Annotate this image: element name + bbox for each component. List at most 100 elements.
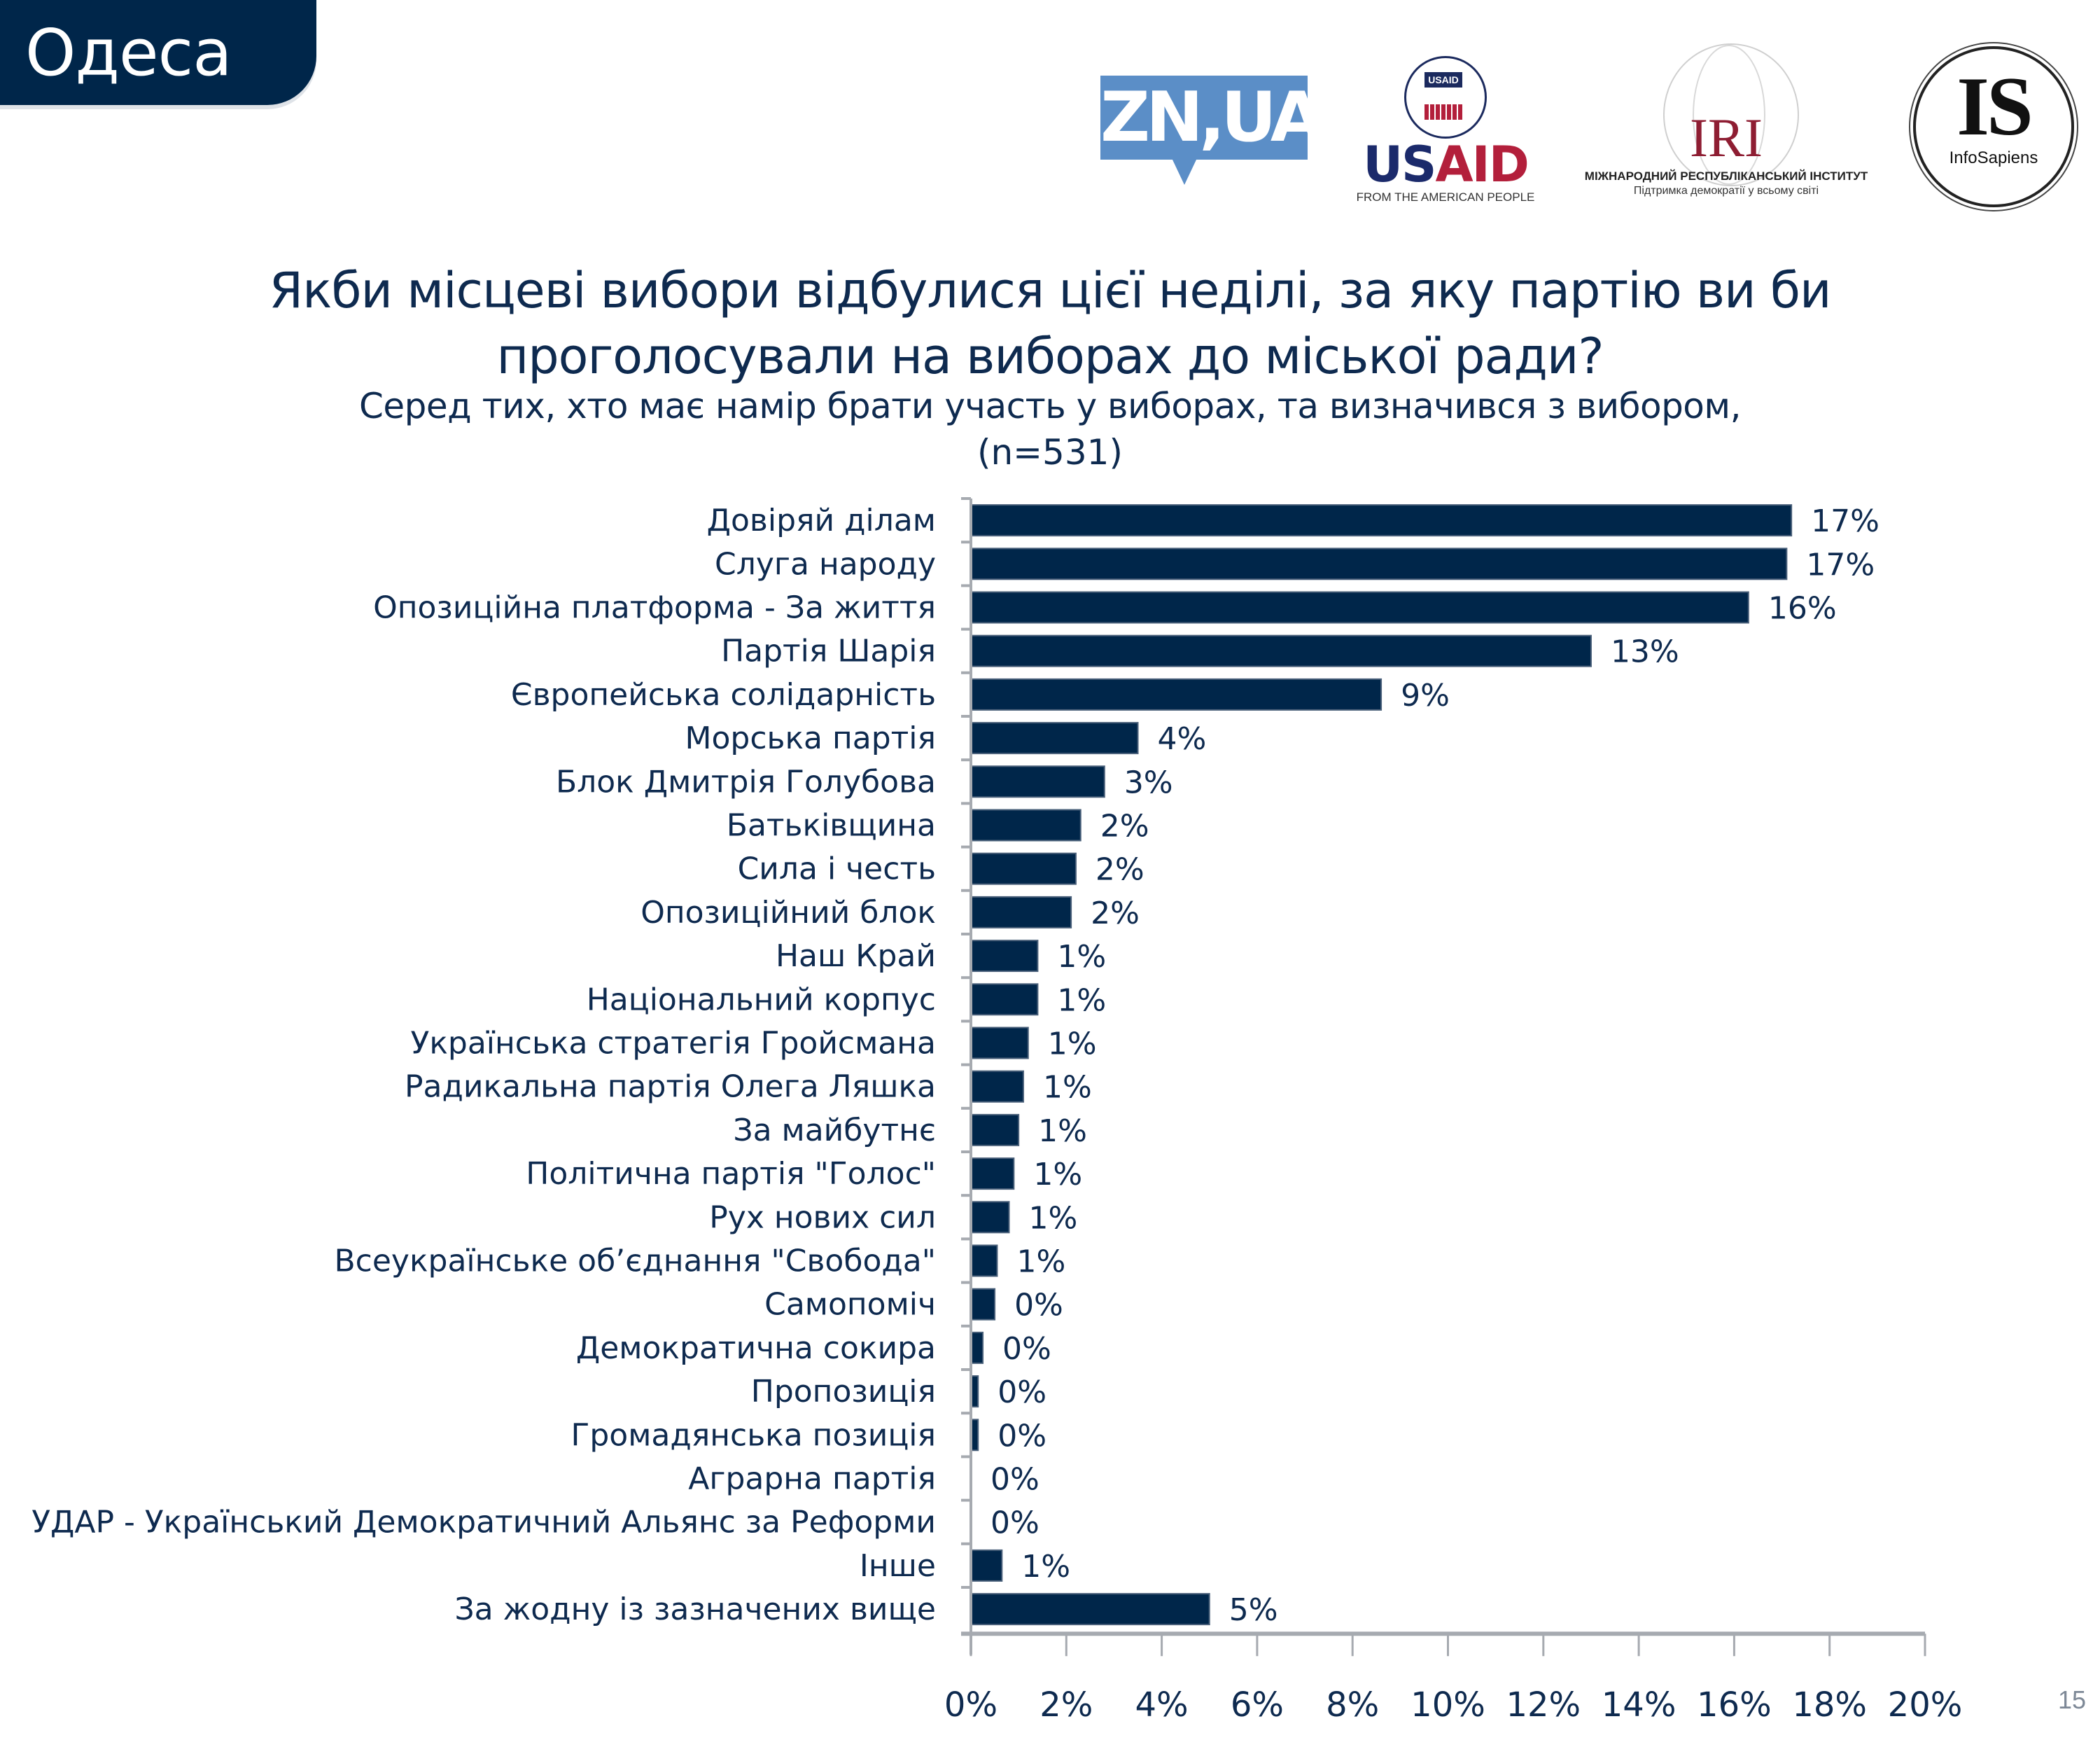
bar [970,591,1749,624]
category-label: Політична партія "Голос" [526,1156,936,1192]
data-label: 1% [1048,1026,1097,1062]
x-tick-label: 4% [1135,1685,1189,1722]
bar [970,1026,1029,1059]
bar [970,1113,1020,1146]
data-label: 0% [1014,1288,1063,1323]
category-label: Всеукраїнське об’єднання "Свобода" [334,1244,936,1279]
category-label: Національний корпус [587,982,936,1017]
usaid-aid: AID [1435,136,1529,193]
data-label: 13% [1611,634,1679,670]
x-tick-label: 16% [1697,1685,1772,1722]
chart-subtitle: Серед тих, хто має намір брати участь у … [358,386,1742,426]
category-label: За майбутнє [733,1113,936,1148]
category-label: Морська партія [685,721,936,756]
usaid-us: US [1363,136,1436,193]
data-label: 3% [1124,765,1173,800]
bar [970,678,1382,711]
x-tick-label: 6% [1231,1685,1284,1722]
usaid-wordmark: USAID [1344,140,1547,189]
x-tick-label: 0% [944,1685,997,1722]
data-label: 1% [1038,1113,1087,1149]
usaid-tagline: FROM THE AMERICAN PEOPLE [1356,190,1535,204]
city-tab: Одеса [0,0,316,105]
chart-title-line-1: Якби місцеві вибори відбулися цієї неділ… [269,262,1831,319]
category-label: Радикальна партія Олега Ляшка [405,1069,936,1105]
category-label: За жодну із зазначених вище [454,1592,936,1627]
category-label: Пропозиція [751,1374,936,1410]
data-label: 4% [1158,721,1207,757]
usaid-seal-text: USAID [1424,72,1462,88]
x-tick-label: 12% [1506,1685,1581,1722]
bar [970,1201,1010,1234]
category-label: Батьківщина [727,808,936,844]
bar [970,896,1072,928]
bar [970,1331,984,1364]
bar [970,765,1105,798]
chart-title: Якби місцеві вибори відбулися цієї неділ… [0,258,2100,389]
usaid-seal-icon: USAID [1404,56,1487,139]
bar [970,983,1039,1016]
bar [970,634,1592,667]
category-label: Європейська солідарність [511,677,936,713]
data-label: 5% [1229,1592,1278,1628]
category-label: Партія Шарія [721,634,936,669]
data-label: 2% [1100,809,1149,844]
category-label: Аграрна партія [688,1461,936,1497]
x-tick-label: 20% [1888,1685,1963,1722]
x-tick-label: 2% [1040,1685,1093,1722]
data-label: 2% [1091,896,1140,931]
data-label: 9% [1401,678,1450,714]
bar [970,548,1788,580]
city-name: Одеса [25,15,232,90]
category-label: Слуга народу [715,546,936,582]
chart-title-line-2: проголосували на виборах до міської ради… [496,328,1604,385]
bar [970,940,1039,973]
category-label: Наш Край [776,938,936,974]
data-label: 1% [1021,1549,1070,1585]
bar [970,1288,996,1321]
category-label: Демократична сокира [576,1330,936,1366]
x-tick-label: 10% [1410,1685,1485,1722]
bar [970,1549,1003,1582]
bar [970,722,1139,755]
chart-sample-size: (n=531) [976,432,1124,473]
category-label: Сила і честь [738,851,936,887]
category-label: Довіряй ділам [707,503,936,538]
category-label: Інше [860,1548,936,1584]
bar [970,809,1082,842]
zn-ua-logo-text: ZN,UA [1100,78,1324,158]
data-label: 1% [1043,1070,1092,1106]
data-label: 0% [997,1418,1046,1454]
infosapiens-name: InfoSapiens [1949,148,2038,167]
zn-ua-logo: ZN,UA [1100,76,1324,185]
data-label: 0% [990,1462,1040,1498]
bar [970,504,1793,537]
bar [970,852,1077,885]
category-label: Опозиційна платформа - За життя [373,590,936,626]
bar [970,1244,998,1277]
data-label: 1% [1057,939,1106,975]
data-label: 16% [1768,591,1837,627]
data-label: 0% [997,1374,1046,1410]
usaid-logo: USAID USAID FROM THE AMERICAN PEOPLE [1344,56,1547,204]
data-label: 1% [1033,1157,1082,1192]
data-label: 17% [1811,503,1879,539]
iri-name: МІЖНАРОДНИЙ РЕСПУБЛІКАНСЬКИЙ ІНСТИТУТ [1584,169,1868,183]
axes: 0% 2% 4% 6% 8% 10% 12% 14% 16% 18% 20% [944,497,1963,1722]
data-label: 1% [1016,1244,1065,1280]
iri-globe-icon [1663,43,1799,186]
data-label: 1% [1029,1200,1078,1236]
bar-chart: Довіряй ділам Слуга народу Опозиційна плат… [31,497,1963,1722]
iri-wordmark: IRI [1690,107,1763,168]
bar [970,1070,1024,1103]
x-tick-label: 18% [1792,1685,1867,1722]
data-label: 1% [1057,982,1106,1018]
usaid-seal-stripes [1424,104,1462,120]
data-label: 0% [1002,1331,1051,1367]
bar [970,1593,1210,1626]
page-number: 15 [2057,1685,2086,1714]
bar [970,1157,1015,1190]
data-label: 0% [990,1505,1040,1541]
iri-tagline: Підтримка демократії у всьому світі [1633,185,1819,197]
category-label: Самопоміч [764,1287,936,1323]
